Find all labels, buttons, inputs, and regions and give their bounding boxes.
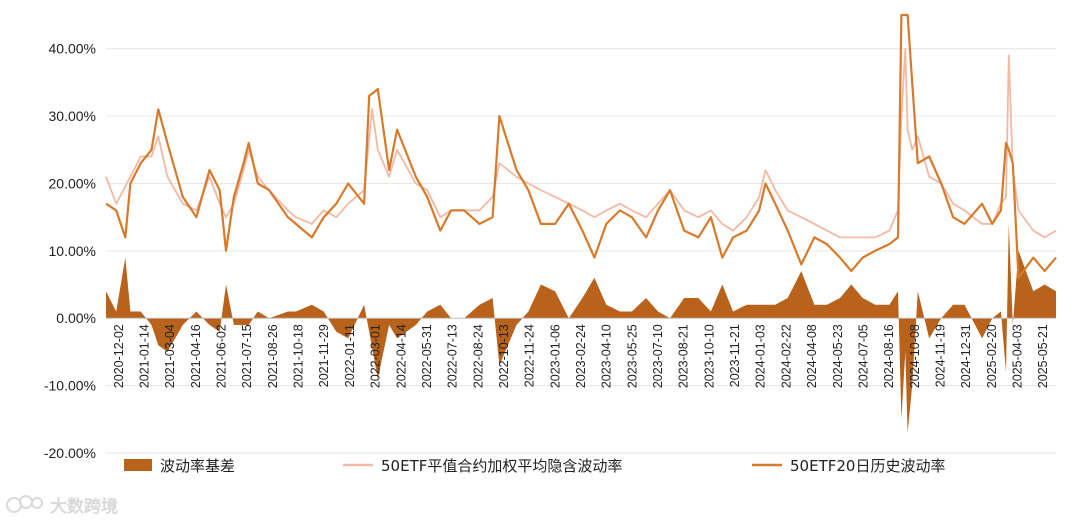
y-tick-label: 10.00%	[49, 243, 96, 259]
x-tick-label: 2021-11-29	[317, 324, 331, 387]
x-tick-label: 2021-08-26	[266, 324, 280, 388]
x-tick-label: 2024-04-08	[805, 324, 819, 388]
x-tick-label: 2025-02-20	[985, 324, 999, 388]
x-tick-label: 2023-02-24	[574, 324, 588, 388]
x-tick-label: 2022-11-24	[523, 324, 537, 387]
historical-vol-line	[105, 13, 1057, 279]
legend-label-implied: 50ETF平值合约加权平均隐含波动率	[381, 457, 622, 475]
x-tick-label: 2022-07-13	[446, 324, 460, 388]
x-tick-label: 2024-08-16	[882, 324, 896, 388]
x-tick-label: 2023-04-10	[600, 324, 614, 388]
x-tick-label: 2023-10-10	[702, 324, 716, 388]
x-tick-label: 2023-07-10	[651, 324, 665, 388]
x-tick-label: 2024-12-31	[959, 324, 973, 388]
x-tick-label: 2023-01-06	[548, 324, 562, 388]
x-tick-label: 2024-11-19	[934, 324, 948, 387]
basis-area-series	[106, 223, 1056, 433]
legend-label-basis: 波动率基差	[160, 457, 235, 475]
legend-swatch-basis	[124, 459, 152, 471]
x-tick-label: 2022-04-14	[394, 324, 408, 388]
x-axis: 2020-12-02 2021-01-14 2021-03-04 2021-04-16…	[112, 324, 1050, 388]
watermark-logo-icon	[6, 495, 43, 513]
x-tick-label: 2021-01-14	[138, 324, 152, 388]
x-tick-label: 2021-10-18	[292, 324, 306, 388]
y-tick-label: 0.00%	[56, 310, 96, 326]
x-tick-label: 2024-02-22	[779, 324, 793, 388]
x-tick-label: 2025-05-21	[1036, 324, 1050, 388]
y-tick-label: 40.00%	[49, 41, 96, 57]
x-tick-label: 2022-08-24	[471, 324, 485, 388]
watermark: 大数跨境	[6, 495, 118, 517]
x-tick-label: 2022-01-11	[343, 324, 357, 387]
x-tick-label: 2021-03-04	[163, 324, 177, 388]
y-axis: 40.00% 30.00% 20.00% 10.00% 0.00% -10.00% -20.…	[44, 41, 96, 461]
legend: 波动率基差 50ETF平值合约加权平均隐含波动率 50ETF20日历史波动率	[124, 457, 945, 475]
x-tick-label: 2021-07-15	[240, 324, 254, 388]
y-tick-label: 30.00%	[49, 108, 96, 124]
y-tick-label: 20.00%	[49, 175, 96, 191]
watermark-text: 大数跨境	[50, 496, 118, 517]
x-tick-label: 2022-05-31	[420, 324, 434, 388]
x-tick-label: 2023-11-21	[728, 324, 742, 387]
x-tick-label: 2023-05-25	[625, 324, 639, 388]
y-tick-label: -20.00%	[44, 445, 96, 461]
legend-label-historical: 50ETF20日历史波动率	[790, 457, 945, 475]
x-tick-label: 2025-04-03	[1011, 324, 1025, 388]
x-tick-label: 2022-10-13	[497, 324, 511, 388]
x-tick-label: 2021-06-02	[215, 324, 229, 388]
x-tick-label: 2024-07-05	[856, 324, 870, 388]
x-tick-label: 2022-03-01	[369, 324, 383, 388]
x-tick-label: 2020-12-02	[112, 324, 126, 388]
x-tick-label: 2024-05-23	[831, 324, 845, 388]
x-tick-label: 2021-04-16	[189, 324, 203, 388]
historical-vol-series	[105, 13, 1057, 279]
y-tick-label: -10.00%	[44, 378, 96, 394]
x-tick-label: 2024-10-08	[908, 324, 922, 388]
x-tick-label: 2023-08-21	[677, 324, 691, 388]
x-tick-label: 2024-01-03	[754, 324, 768, 388]
